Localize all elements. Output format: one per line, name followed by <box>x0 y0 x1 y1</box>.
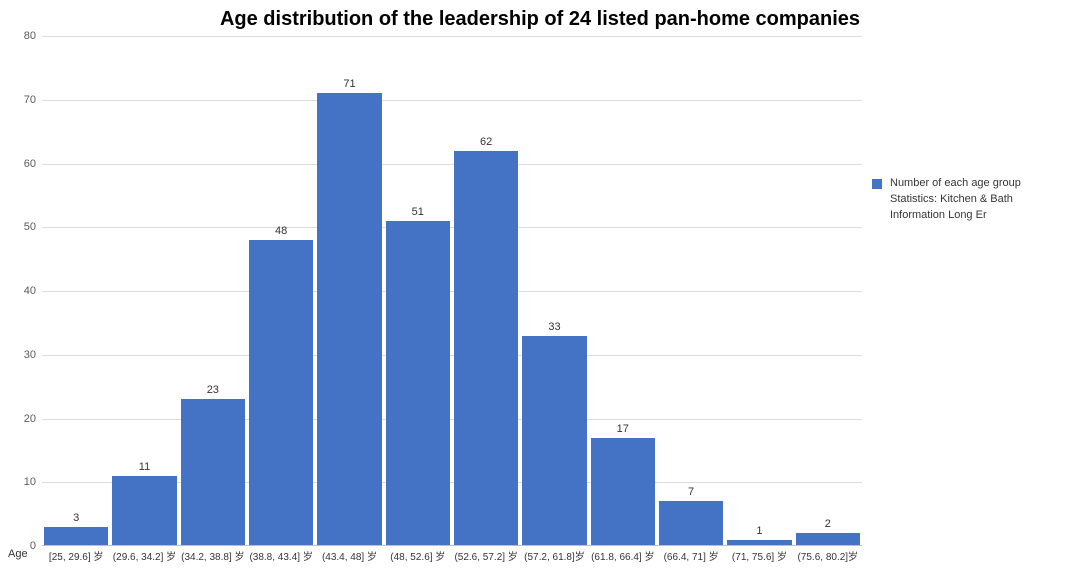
x-axis-category-label: (48, 52.6] 岁 <box>386 548 450 563</box>
bar <box>386 221 450 546</box>
x-axis-category-label: (61.8, 66.4] 岁 <box>591 548 655 563</box>
bar-value-label: 62 <box>480 136 492 148</box>
bar-value-label: 23 <box>207 384 219 396</box>
bar-value-label: 7 <box>688 486 694 498</box>
legend-text: Number of each age group Statistics: Kit… <box>890 176 1062 224</box>
bar-value-label: 1 <box>756 525 762 537</box>
bar-slot: 2 <box>796 36 860 546</box>
bar <box>249 240 313 546</box>
legend-line: Information Long Er <box>890 208 1062 224</box>
bar-value-label: 48 <box>275 225 287 237</box>
x-axis-category-label: (38.8, 43.4] 岁 <box>249 548 313 563</box>
bar-slot: 23 <box>181 36 245 546</box>
x-axis-category-label: (66.4, 71] 岁 <box>659 548 723 563</box>
legend: Number of each age group Statistics: Kit… <box>872 176 1062 224</box>
bar-slot: 17 <box>591 36 655 546</box>
y-tick-label: 50 <box>24 221 42 233</box>
y-tick-label: 20 <box>24 413 42 425</box>
y-tick-label: 10 <box>24 476 42 488</box>
bar <box>44 527 108 546</box>
bar <box>522 336 586 546</box>
bar-value-label: 71 <box>343 78 355 90</box>
x-axis-category-label: (75.6, 80.2]岁 <box>796 548 860 563</box>
x-axis-category-label: (52.6, 57.2] 岁 <box>454 548 518 563</box>
y-tick-label: 80 <box>24 30 42 42</box>
x-axis-category-label: [25, 29.6] 岁 <box>44 548 108 563</box>
bar-slot: 51 <box>386 36 450 546</box>
y-tick-label: 30 <box>24 349 42 361</box>
x-axis-category-label: (71, 75.6] 岁 <box>727 548 791 563</box>
bar-value-label: 11 <box>139 461 150 473</box>
y-tick-label: 0 <box>30 540 42 552</box>
plot-area: 01020304050607080 31123487151623317712 <box>42 36 862 546</box>
x-axis-category-label: (34.2, 38.8] 岁 <box>181 548 245 563</box>
bar-value-label: 17 <box>617 423 629 435</box>
y-tick-label: 40 <box>24 285 42 297</box>
x-axis-baseline <box>42 545 862 546</box>
x-axis-title: Age <box>8 548 28 560</box>
bar-slot: 1 <box>727 36 791 546</box>
chart-title: Age distribution of the leadership of 24… <box>0 8 1080 31</box>
y-tick-label: 70 <box>24 94 42 106</box>
bar-slot: 71 <box>317 36 381 546</box>
x-axis-category-label: (29.6, 34.2] 岁 <box>112 548 176 563</box>
bar-slot: 7 <box>659 36 723 546</box>
bar-value-label: 51 <box>412 206 424 218</box>
bar-slot: 11 <box>112 36 176 546</box>
x-axis-category-label: (43.4, 48] 岁 <box>317 548 381 563</box>
bar <box>181 399 245 546</box>
x-axis-labels: [25, 29.6] 岁 (29.6, 34.2] 岁 (34.2, 38.8] 岁… <box>42 548 862 563</box>
bar-slot: 62 <box>454 36 518 546</box>
legend-swatch <box>872 179 882 189</box>
bar <box>454 151 518 546</box>
bar-value-label: 33 <box>548 321 560 333</box>
bar <box>659 501 723 546</box>
bar <box>112 476 176 546</box>
bar <box>317 93 381 546</box>
bar-value-label: 2 <box>825 518 831 530</box>
y-tick-label: 60 <box>24 158 42 170</box>
bar-slot: 48 <box>249 36 313 546</box>
bar <box>591 438 655 546</box>
bar-value-label: 3 <box>73 512 79 524</box>
bars-container: 31123487151623317712 <box>42 36 862 546</box>
bar-slot: 33 <box>522 36 586 546</box>
legend-line: Statistics: Kitchen & Bath <box>890 192 1062 208</box>
x-axis-category-label: (57.2, 61.8]岁 <box>522 548 586 563</box>
legend-line: Number of each age group <box>890 176 1062 192</box>
bar-slot: 3 <box>44 36 108 546</box>
